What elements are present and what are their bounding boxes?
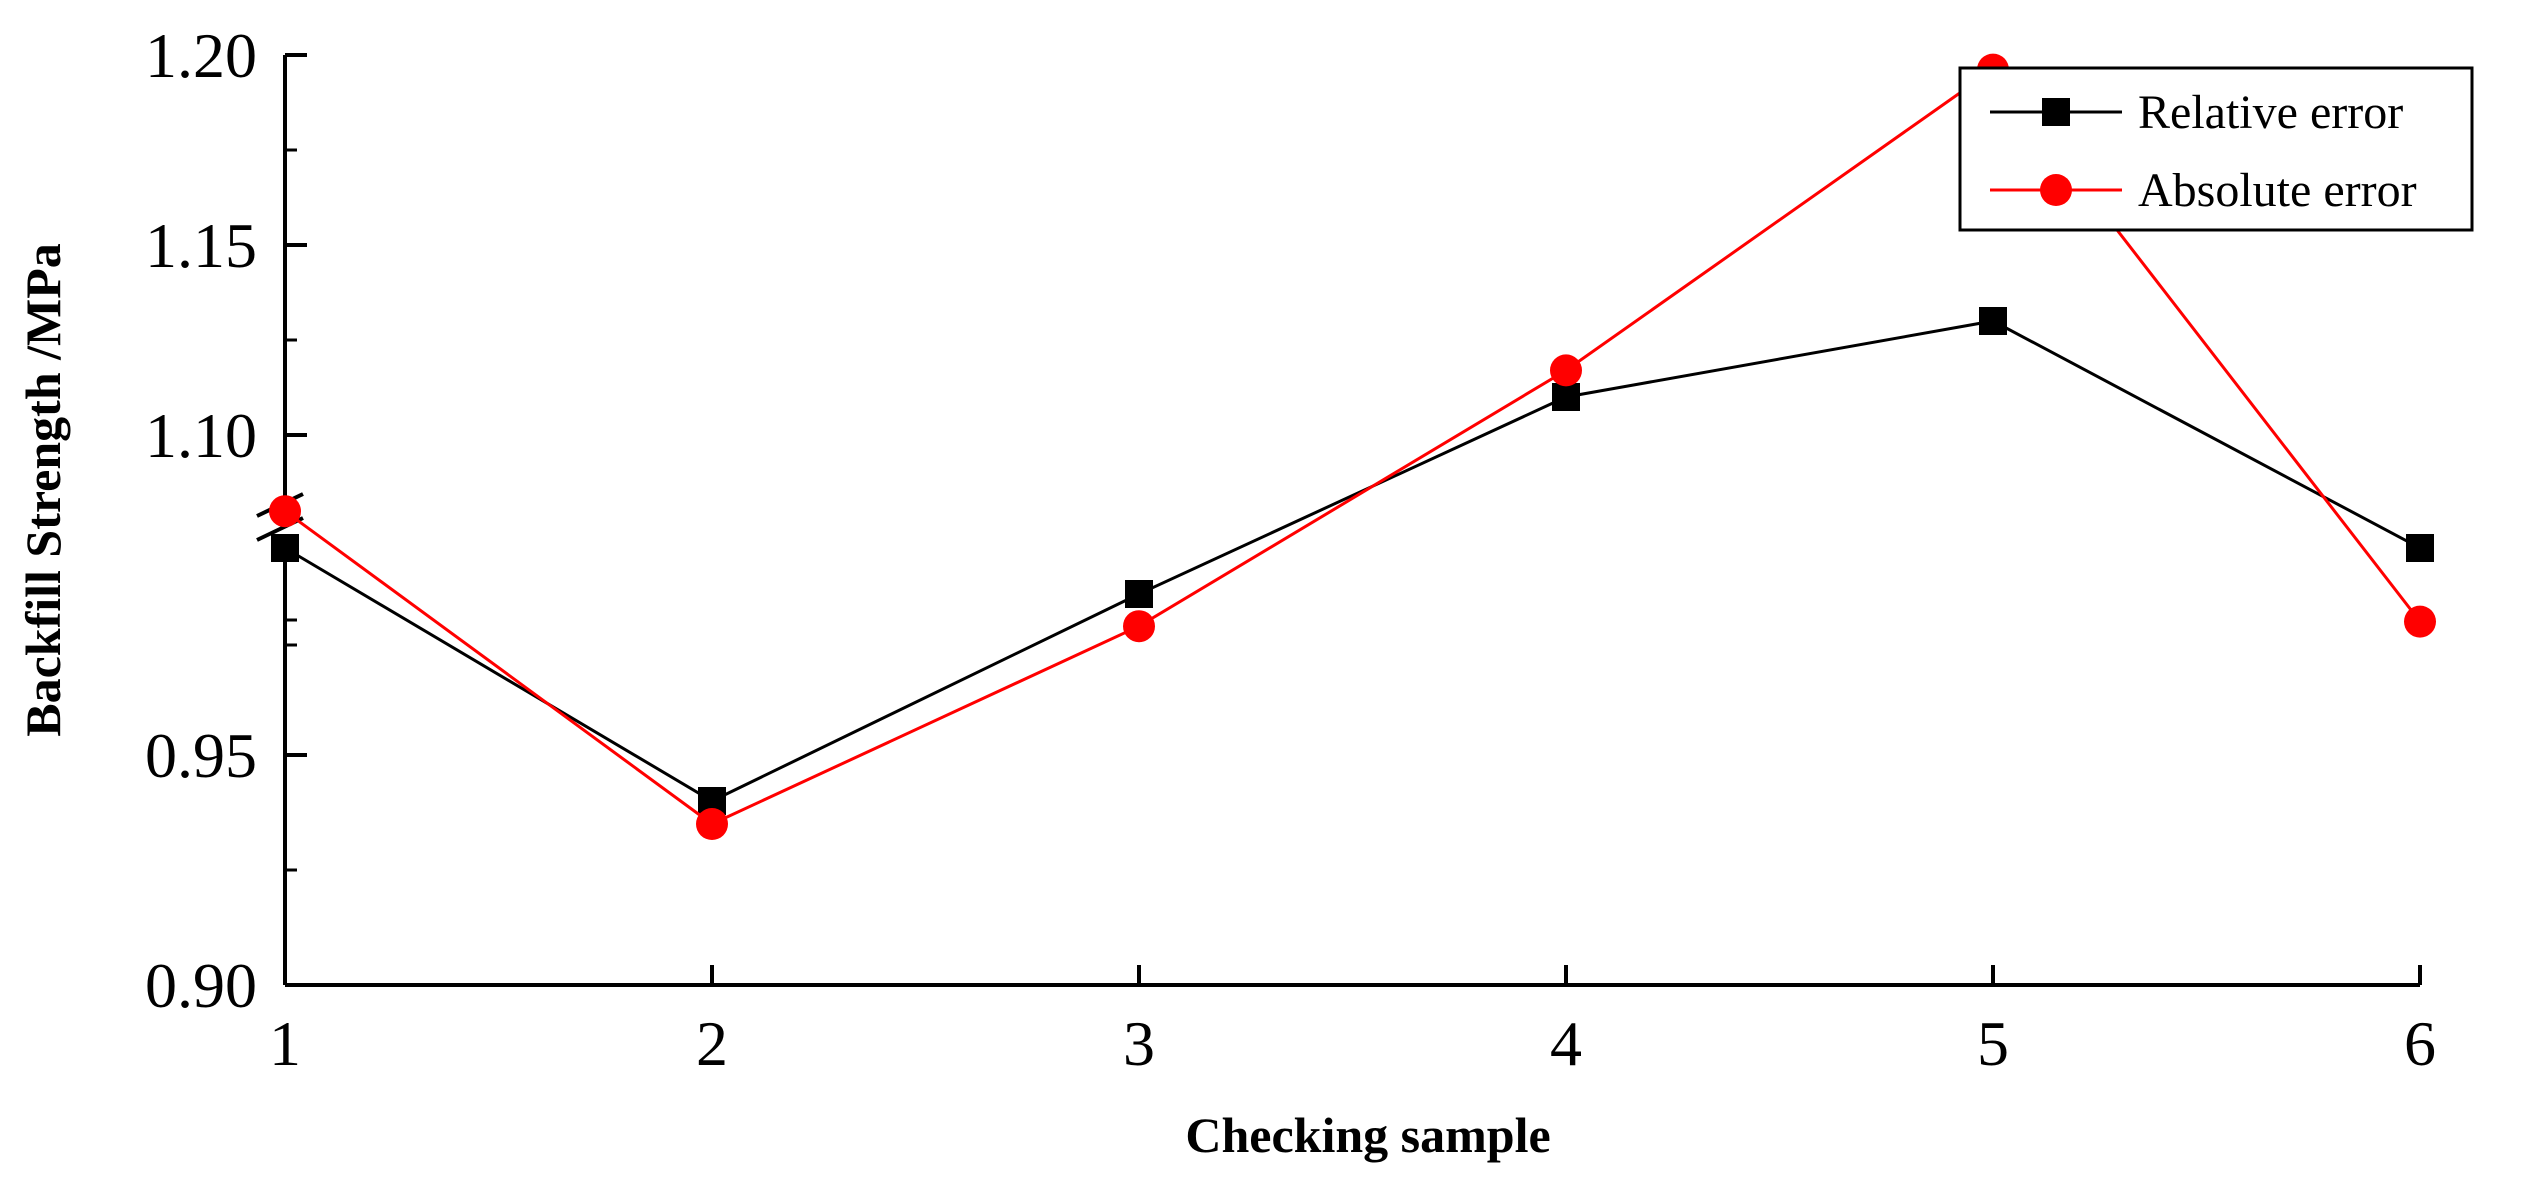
x-tick-label: 2 [696,1008,728,1079]
plot-frame [256,55,2420,987]
y-axis-title: Backfill Strength /MPa [15,243,71,737]
data-point-circle [1550,354,1582,387]
data-point-circle [269,495,301,528]
y-tick-label: 1.15 [145,210,257,281]
data-point-square [2406,534,2434,562]
data-point-circle [1123,610,1155,643]
data-point-circle [696,808,728,840]
legend-marker-square [2042,98,2070,126]
data-point-square [1125,580,1153,608]
series-relative-error [271,307,2434,815]
x-tick-label: 6 [2404,1008,2436,1079]
x-tick-label: 5 [1977,1008,2009,1079]
y-tick-label: 0.90 [145,950,257,1021]
data-point-square [1979,307,2007,335]
y-tick-label: 1.20 [145,20,257,91]
y-axis-ticks: 1.20 1.15 1.10 0.95 0.90 [145,20,307,1021]
series-layer [269,53,2436,840]
x-tick-label: 3 [1123,1008,1155,1079]
legend-label: Relative error [2138,86,2403,139]
data-point-square [271,534,299,562]
series-line [284,319,2421,803]
data-point-circle [2404,605,2436,638]
legend-label: Absolute error [2138,164,2417,217]
data-point-square [1552,383,1580,411]
y-tick-label: 1.10 [145,400,257,471]
y-tick-label: 0.95 [145,720,257,791]
x-axis-ticks: 1 2 3 4 5 6 [269,965,2436,1079]
legend-box [1958,66,2474,232]
x-axis-title: Checking sample [1185,1107,1550,1163]
legend-marker-circle [2040,174,2072,206]
x-tick-label: 1 [269,1008,301,1079]
x-tick-label: 4 [1550,1008,1582,1079]
legend: Relative error Absolute error [1958,66,2474,232]
